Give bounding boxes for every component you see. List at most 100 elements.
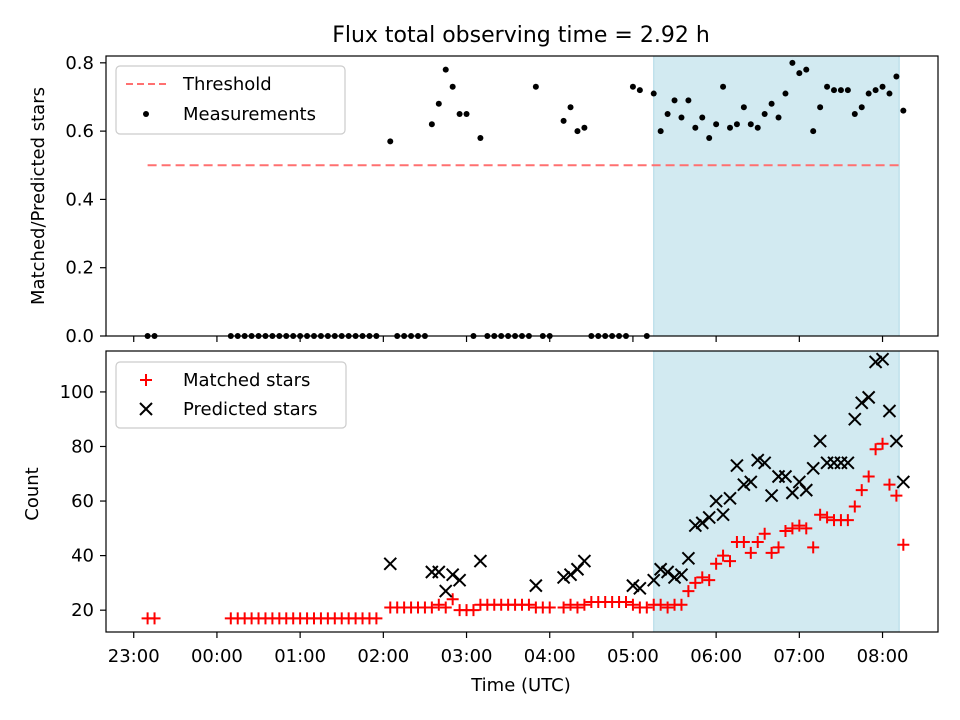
matched-star-point [765,546,778,559]
x-tick-label: 23:00 [108,646,160,667]
predicted-star-point [383,557,397,571]
measurement-point [657,128,664,135]
matched-legend-swatch [140,374,152,386]
matched-star-point [848,500,861,513]
measurement-point [650,90,657,97]
measurements-legend-swatch [143,111,149,117]
measurement-point [810,128,817,135]
matched-star-point [578,598,591,611]
x-tick-label: 08:00 [857,646,909,667]
top-points-layer [144,59,907,339]
predicted-star-point [764,488,779,503]
predicted-star-point [799,483,813,497]
measurement-point [837,87,844,94]
measurements-legend-label: Measurements [183,104,316,125]
matched-star-point [446,593,459,606]
measurement-point [442,66,449,73]
measurement-point [560,117,567,124]
matched-star-point [807,541,820,554]
measurement-point [636,87,643,94]
bottom-y-tick-label: 80 [71,436,94,457]
top-y-axis: 0.0 0.2 0.4 0.6 0.8 [65,53,106,347]
top-y-tick-label: 0.0 [65,326,94,347]
top-y-axis-label: Matched/Predicted stars [28,87,49,305]
bottom-axes-frame [105,350,939,633]
measurement-point [574,128,581,135]
predicted-star-point [653,562,668,576]
predicted-star-point [577,554,592,568]
measurement-point [851,111,858,118]
matched-star-point [744,546,757,559]
matched-star-point [654,598,667,611]
matched-star-point [689,576,702,589]
measurement-point [671,97,678,104]
matched-star-point [661,601,674,614]
measurement-point [733,121,740,128]
predicted-star-point [889,434,904,448]
predicted-star-point [681,551,696,566]
matched-star-point [862,470,875,483]
measurement-point [872,87,879,94]
top-x-ticks [133,336,884,342]
measurement-point [463,111,470,118]
measurement-point [844,87,851,94]
matched-star-point [800,522,813,535]
matched-star-point [370,612,383,625]
bottom-legend: Matched stars Predicted stars [115,361,347,429]
predicted-star-point [432,565,446,579]
measurement-point [727,124,733,131]
predicted-star-point [730,458,744,473]
bottom-y-tick-label: 100 [60,382,94,403]
predicted-star-point [813,434,827,448]
top-panel: 0.00.20.40.60.8 Matched/Predicted stars … [28,53,939,347]
measurement-point [782,90,789,97]
predicted-star-point [529,578,543,593]
predicted-star-point [875,352,890,366]
measurement-point [699,114,706,121]
matched-star-point [522,598,535,611]
matched-star-point [543,601,556,614]
top-axes-frame [105,55,939,337]
measurement-point [456,111,463,118]
predicted-star-point [806,461,820,476]
x-tick-label: 05:00 [607,646,659,667]
predicted-star-point [473,554,488,568]
measurement-point [900,107,907,114]
matched-star-point [883,478,896,491]
matched-star-point [786,522,799,535]
bottom-y-tick-label: 60 [71,491,94,512]
matched-star-point [710,557,723,570]
predicted-star-point [896,475,911,489]
measurement-point [678,114,685,121]
predicted-star-point [660,565,675,579]
matched-star-point [675,598,688,611]
predicted-star-point [563,568,578,582]
measurement-point [720,83,727,90]
measurement-point [685,97,692,104]
x-tick-label: 02:00 [357,646,409,667]
measurement-point [761,111,768,118]
predicted-star-point [452,573,467,587]
top-y-tick-label: 0.6 [65,121,94,142]
bottom-y-axis: 20 40 60 80 100 [60,382,106,621]
matched-legend-label: Matched stars [183,370,310,391]
predicted-star-point [633,581,647,596]
matched-star-point [737,535,750,548]
measurement-point [449,83,456,90]
predicted-star-point [626,578,640,593]
measurement-point [747,121,754,128]
predicted-star-point [737,477,751,492]
measurement-point [824,83,831,90]
matched-star-point [793,519,806,532]
predicted-star-point [445,568,460,582]
threshold-legend-label: Threshold [182,74,272,95]
matched-star-point [855,484,868,497]
matched-star-point [557,601,570,614]
predicted-star-point [716,507,730,522]
predicted-star-point [744,475,758,489]
x-axis-label: Time (UTC) [470,675,571,696]
predicted-star-point [785,486,800,500]
x-tick-label: 04:00 [524,646,576,667]
matched-star-point [821,511,834,524]
predicted-star-point [778,469,793,484]
